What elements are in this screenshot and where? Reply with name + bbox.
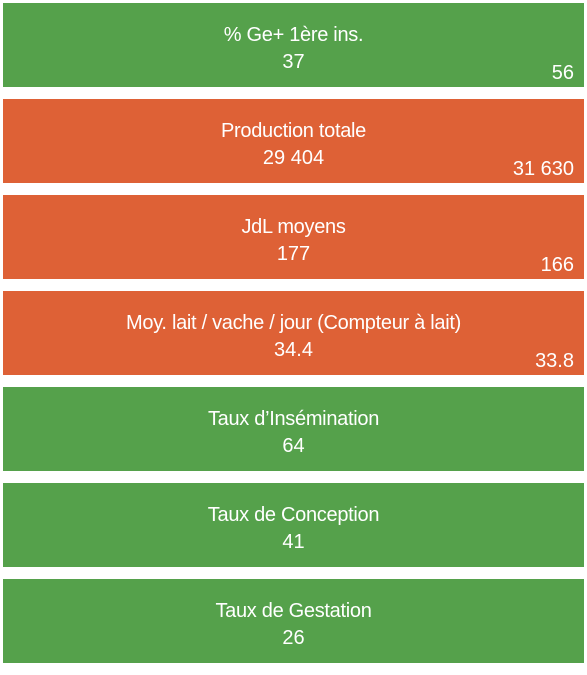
- kpi-value: 34.4: [274, 339, 313, 361]
- kpi-label: Taux de Conception: [207, 504, 380, 526]
- kpi-tile-jdl-moyens[interactable]: JdL moyens 177 166: [3, 195, 584, 279]
- kpi-target: 166: [540, 254, 574, 276]
- kpi-label: JdL moyens: [241, 216, 346, 238]
- kpi-label: Taux de Gestation: [215, 600, 372, 622]
- kpi-label: % Ge+ 1ère ins.: [223, 24, 364, 46]
- kpi-value: 29 404: [262, 147, 325, 169]
- kpi-label: Production totale: [221, 120, 366, 142]
- kpi-value: 37: [282, 51, 305, 73]
- kpi-tile-taux-conception[interactable]: Taux de Conception 41: [3, 483, 584, 567]
- kpi-value: 26: [282, 627, 305, 649]
- kpi-value: 177: [276, 243, 311, 265]
- kpi-label: Taux d’Insémination: [207, 408, 380, 430]
- kpi-tile-list: % Ge+ 1ère ins. 37 56 Production totale …: [3, 3, 584, 675]
- kpi-value: 41: [282, 531, 305, 553]
- kpi-target: 33.8: [535, 350, 574, 372]
- kpi-tile-taux-insemination[interactable]: Taux d’Insémination 64: [3, 387, 584, 471]
- kpi-target: 31 630: [512, 158, 574, 180]
- kpi-tile-taux-gestation[interactable]: Taux de Gestation 26: [3, 579, 584, 663]
- kpi-label: Moy. lait / vache / jour (Compteur à lai…: [126, 312, 461, 334]
- kpi-tile-production-totale[interactable]: Production totale 29 404 31 630: [3, 99, 584, 183]
- kpi-tile-ge-first-insemination[interactable]: % Ge+ 1ère ins. 37 56: [3, 3, 584, 87]
- kpi-tile-moy-lait-vache-jour[interactable]: Moy. lait / vache / jour (Compteur à lai…: [3, 291, 584, 375]
- kpi-value: 64: [282, 435, 305, 457]
- kpi-target: 56: [551, 62, 574, 84]
